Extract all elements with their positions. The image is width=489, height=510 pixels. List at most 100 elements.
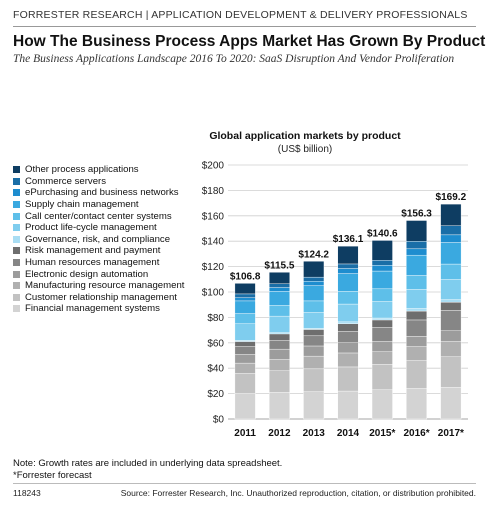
bar-segment [268, 333, 290, 341]
bar-segment [337, 263, 359, 269]
legend-swatch [13, 189, 20, 197]
bar-segment [303, 285, 325, 302]
bar-total-label: $106.8 [230, 271, 261, 282]
bar-segment [303, 368, 325, 392]
bar-segment [337, 321, 359, 324]
bar-segment [234, 293, 256, 298]
bar-total-label: $136.1 [333, 234, 364, 245]
bar-segment [440, 203, 462, 226]
bar-segment [440, 263, 462, 280]
legend-item: Manufacturing resource management [13, 280, 184, 292]
y-tick-label: $40 [207, 364, 224, 375]
bar-segment [406, 308, 428, 312]
legend-item: Risk management and payment [13, 245, 184, 257]
y-tick-label: $200 [202, 161, 225, 172]
bar-total-label: $140.6 [367, 228, 398, 239]
bar-segment [406, 248, 428, 256]
legend-item: Other process applications [13, 164, 184, 176]
bar-segment [234, 341, 256, 347]
legend-swatch [13, 177, 20, 185]
bar-segment [234, 393, 256, 420]
legend-item: Product life-cycle management [13, 222, 184, 234]
bar-segment [268, 272, 290, 284]
legend-item: Supply chain management [13, 199, 184, 211]
legend-item: Financial management systems [13, 303, 184, 315]
legend-label: Financial management systems [25, 303, 160, 315]
page-title: How The Business Process Apps Market Has… [13, 33, 486, 50]
legend-swatch [13, 247, 20, 255]
y-tick-label: $140 [202, 237, 225, 248]
bar-segment [440, 330, 462, 342]
bar-segment [406, 310, 428, 321]
bar-segment [371, 327, 393, 342]
breadcrumb: FORRESTER RESEARCH | APPLICATION DEVELOP… [13, 9, 468, 21]
bar-segment [234, 373, 256, 394]
bar-segment [303, 345, 325, 357]
bar-segment [440, 310, 462, 331]
chart-legend: Other process applications Commerce serve… [13, 164, 184, 315]
bar-segment [406, 240, 428, 250]
y-tick-label: $20 [207, 389, 224, 400]
legend-item: Customer relationship management [13, 292, 184, 304]
legend-item: Call center/contact center systems [13, 210, 184, 222]
bar-segment [268, 359, 290, 371]
legend-label: Product life-cycle management [25, 222, 157, 234]
legend-swatch [13, 235, 20, 243]
legend-item: ePurchasing and business networks [13, 187, 184, 199]
chart-unit: (US$ billion) [277, 144, 333, 155]
bar-segment [234, 283, 256, 295]
y-tick-label: $0 [213, 415, 225, 426]
legend-label: Supply chain management [25, 199, 139, 211]
bar-segment [440, 225, 462, 236]
bar-segment [337, 291, 359, 305]
y-tick-label: $60 [207, 338, 224, 349]
bar-segment [406, 220, 428, 242]
bar-segment [371, 319, 393, 328]
bar-segment [371, 270, 393, 290]
bar-segment [440, 387, 462, 420]
bar-segment [303, 312, 325, 329]
bar-segment [337, 390, 359, 420]
bar-segment [337, 303, 359, 323]
bar-segment [268, 305, 290, 317]
bar-segment [440, 234, 462, 243]
bar-segment [337, 268, 359, 274]
bar-total-label: $156.3 [401, 208, 432, 219]
bar-segment [406, 254, 428, 276]
bar-segment [234, 300, 256, 314]
bar-segment [303, 391, 325, 420]
bar-segment [268, 340, 290, 350]
legend-item: Commerce servers [13, 176, 184, 188]
bar-segment [406, 388, 428, 420]
legend-item: Electronic design automation [13, 268, 184, 280]
document-id: 118243 [13, 488, 41, 498]
bar-segment [406, 346, 428, 361]
legend-swatch [13, 293, 20, 301]
bar-segment [337, 323, 359, 332]
bar-segment [406, 275, 428, 290]
legend-label: Customer relationship management [25, 291, 177, 303]
bar-segment [303, 276, 325, 282]
legend-swatch [13, 270, 20, 278]
y-tick-label: $160 [202, 211, 225, 222]
bar-segment [406, 336, 428, 347]
bar-segment [440, 299, 462, 303]
header-divider [13, 26, 476, 27]
legend-swatch [13, 166, 20, 174]
y-tick-label: $120 [202, 262, 225, 273]
chart-title: Global application markets by product [209, 130, 401, 142]
legend-item: Human resources management [13, 257, 184, 269]
bar-total-label: $124.2 [298, 249, 329, 260]
bar-segment [268, 370, 290, 393]
bar-segment [268, 283, 290, 288]
x-tick-label: 2012 [268, 428, 291, 439]
page-subtitle: The Business Applications Landscape 2016… [13, 53, 455, 65]
bar-segment [371, 288, 393, 302]
growth-note: Note: Growth rates are included in under… [13, 458, 283, 469]
bar-segment [337, 273, 359, 292]
bar-segment [371, 317, 393, 321]
legend-label: Human resources management [25, 257, 160, 269]
bar-segment [303, 329, 325, 337]
bar-segment [337, 342, 359, 354]
bar-segment [371, 265, 393, 272]
